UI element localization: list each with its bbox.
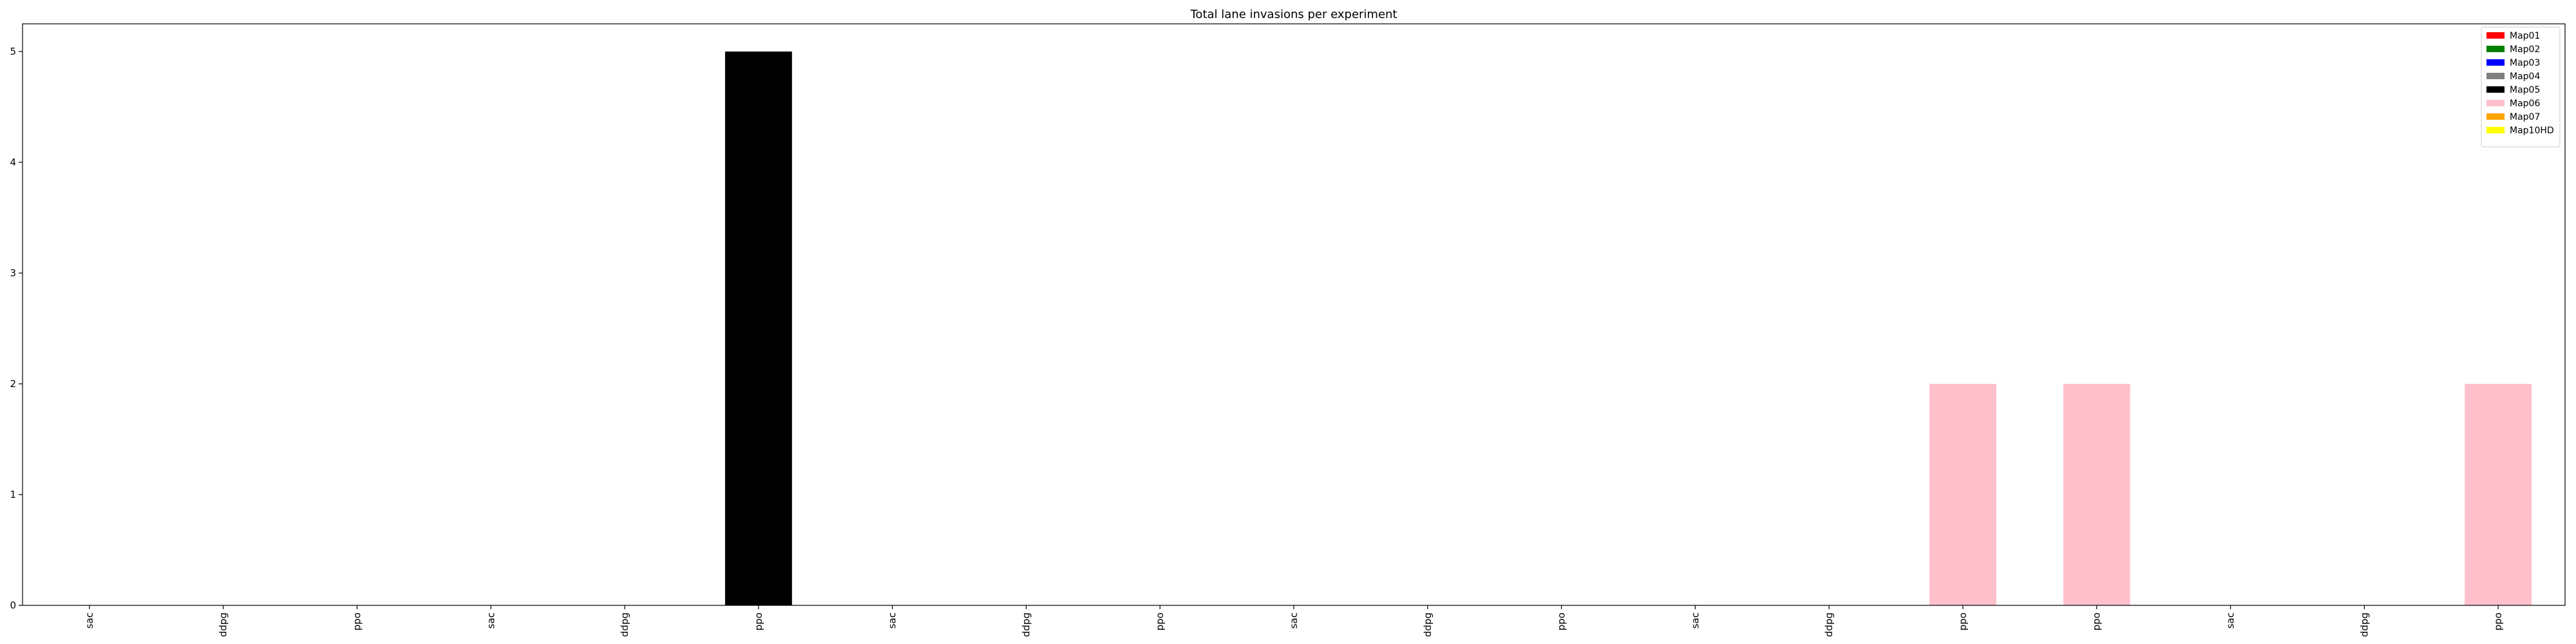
x-tick-label-3: sac [485, 612, 497, 629]
x-tick-label-6: sac [887, 612, 898, 629]
legend-label-1: Map02 [2510, 44, 2540, 55]
y-axis: 0 1 2 3 4 5 [10, 46, 23, 611]
plot-area [22, 23, 2566, 606]
y-tick-label-3: 3 [10, 267, 16, 279]
plot-frame [22, 23, 2566, 606]
x-tick-label-0: sac [84, 612, 95, 629]
legend-swatch-6 [2486, 113, 2505, 120]
bar-18 [2465, 384, 2532, 605]
bar-14 [1929, 384, 1996, 605]
y-tick-label-5: 5 [10, 46, 16, 57]
legend-swatch-4 [2486, 86, 2505, 93]
chart-title: Total lane invasions per experiment [1190, 8, 1397, 21]
bar-5 [724, 52, 792, 605]
x-axis: sac ddpg ppo sac ddpg ppo sac ddpg ppo sac ddpg ppo… [84, 605, 2504, 637]
legend-swatch-0 [2486, 32, 2505, 39]
legend: Map01 Map02 Map03 Map04 Map05 Map06 Map07 Map10… [2481, 26, 2561, 147]
legend-swatch-1 [2486, 46, 2505, 52]
x-tick-label-5: ppo [753, 612, 764, 630]
legend-label-5: Map06 [2510, 99, 2540, 109]
y-tick-label-0: 0 [10, 600, 16, 611]
x-tick-label-18: ppo [2492, 612, 2504, 630]
legend-swatch-3 [2486, 73, 2505, 79]
legend-label-0: Map01 [2510, 31, 2540, 41]
x-tick-label-15: ppo [2091, 612, 2103, 630]
y-tick-label-4: 4 [10, 156, 16, 168]
y-tick-label-2: 2 [10, 378, 16, 390]
x-tick-label-4: ddpg [619, 612, 630, 637]
x-tick-label-17: ddpg [2358, 612, 2370, 637]
legend-label-3: Map04 [2510, 71, 2540, 82]
bar-15 [2063, 384, 2130, 605]
legend-label-7: Map10HD [2510, 126, 2554, 136]
legend-swatch-2 [2486, 59, 2505, 66]
x-tick-label-9: sac [1288, 612, 1300, 629]
legend-swatch-5 [2486, 100, 2505, 106]
x-tick-label-8: ppo [1154, 612, 1166, 630]
x-tick-label-10: ddpg [1422, 612, 1434, 637]
x-tick-label-16: sac [2225, 612, 2237, 629]
x-tick-label-2: ppo [351, 612, 363, 630]
x-tick-label-12: sac [1689, 612, 1701, 629]
x-tick-label-1: ddpg [218, 612, 229, 637]
y-tick-label-1: 1 [10, 489, 16, 500]
legend-label-6: Map07 [2510, 112, 2540, 122]
x-tick-label-7: ddpg [1020, 612, 1032, 637]
legend-swatch-7 [2486, 127, 2505, 133]
x-tick-label-11: ppo [1556, 612, 1567, 630]
x-tick-label-13: ddpg [1823, 612, 1835, 637]
legend-label-4: Map05 [2510, 85, 2540, 95]
legend-label-2: Map03 [2510, 58, 2540, 68]
x-tick-label-14: ppo [1957, 612, 1969, 630]
